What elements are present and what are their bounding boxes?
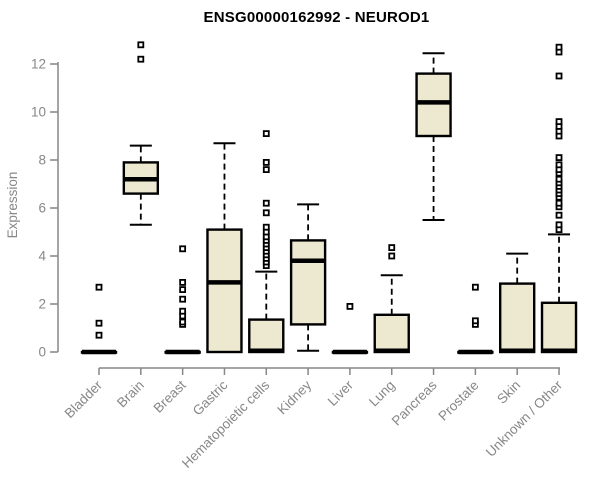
outlier-point-breast (179, 278, 187, 286)
outlier-point-bladder (95, 283, 103, 291)
y-tick-label-4: 4 (38, 249, 46, 264)
outlier-point-lung (388, 252, 396, 260)
x-category-label-skin: Skin (494, 378, 523, 407)
outlier-point-unknown-other (555, 118, 563, 125)
outlier-point-hematopoietic-cells (262, 223, 270, 231)
outlier-point-unknown-other (555, 154, 563, 162)
box-pancreas (415, 72, 452, 138)
outlier-point-breast (179, 286, 187, 294)
outlier-point-lung (388, 244, 396, 252)
outlier-point-unknown-other (555, 43, 563, 51)
y-tick-label-0: 0 (38, 345, 46, 360)
x-category-label-gastric: Gastric (190, 377, 231, 418)
outlier-point-breast (179, 307, 187, 315)
x-category-label-liver: Liver (325, 377, 357, 409)
outlier-point-liver (346, 302, 354, 310)
outlier-point-prostate (471, 317, 479, 325)
y-tick-label-6: 6 (38, 201, 46, 216)
outlier-point-hematopoietic-cells (262, 158, 270, 166)
x-category-label-breast: Breast (151, 377, 189, 415)
box-skin (499, 282, 536, 354)
outlier-point-brain (137, 41, 145, 49)
outlier-point-unknown-other (555, 199, 563, 207)
outlier-point-breast (179, 295, 187, 303)
outlier-point-unknown-other (555, 161, 563, 169)
outlier-point-hematopoietic-cells (262, 130, 270, 138)
y-tick-label-10: 10 (31, 105, 46, 120)
x-category-label-kidney: Kidney (274, 377, 314, 417)
x-category-label-brain: Brain (114, 378, 147, 411)
outlier-point-hematopoietic-cells (262, 166, 270, 174)
outlier-point-prostate (471, 283, 479, 291)
outlier-point-bladder (95, 331, 103, 339)
chart-title: ENSG00000162992 - NEUROD1 (203, 9, 430, 26)
x-category-label-pancreas: Pancreas (389, 377, 440, 428)
y-tick-label-2: 2 (38, 297, 46, 312)
x-category-label-unknown-other: Unknown / Other (483, 377, 566, 460)
outlier-point-hematopoietic-cells (262, 209, 270, 217)
outlier-point-unknown-other (555, 211, 563, 219)
outlier-point-hematopoietic-cells (262, 199, 270, 207)
outlier-point-breast (179, 245, 187, 253)
x-category-label-prostate: Prostate (435, 378, 481, 424)
y-tick-label-8: 8 (38, 153, 46, 168)
box-kidney (289, 239, 327, 326)
outlier-point-unknown-other (555, 221, 563, 229)
outlier-point-breast (179, 318, 187, 326)
outlier-point-unknown-other (555, 175, 563, 183)
x-category-label-lung: Lung (366, 378, 398, 410)
box-gastric (206, 228, 243, 354)
outlier-point-bladder (95, 319, 103, 327)
outlier-point-unknown-other (555, 72, 563, 80)
box-lung (373, 313, 410, 354)
x-category-label-bladder: Bladder (62, 377, 106, 421)
box-unknown-other (540, 301, 578, 354)
y-tick-label-12: 12 (31, 57, 46, 72)
box-hematopoietic-cells (248, 318, 285, 354)
outlier-point-brain (137, 55, 145, 63)
